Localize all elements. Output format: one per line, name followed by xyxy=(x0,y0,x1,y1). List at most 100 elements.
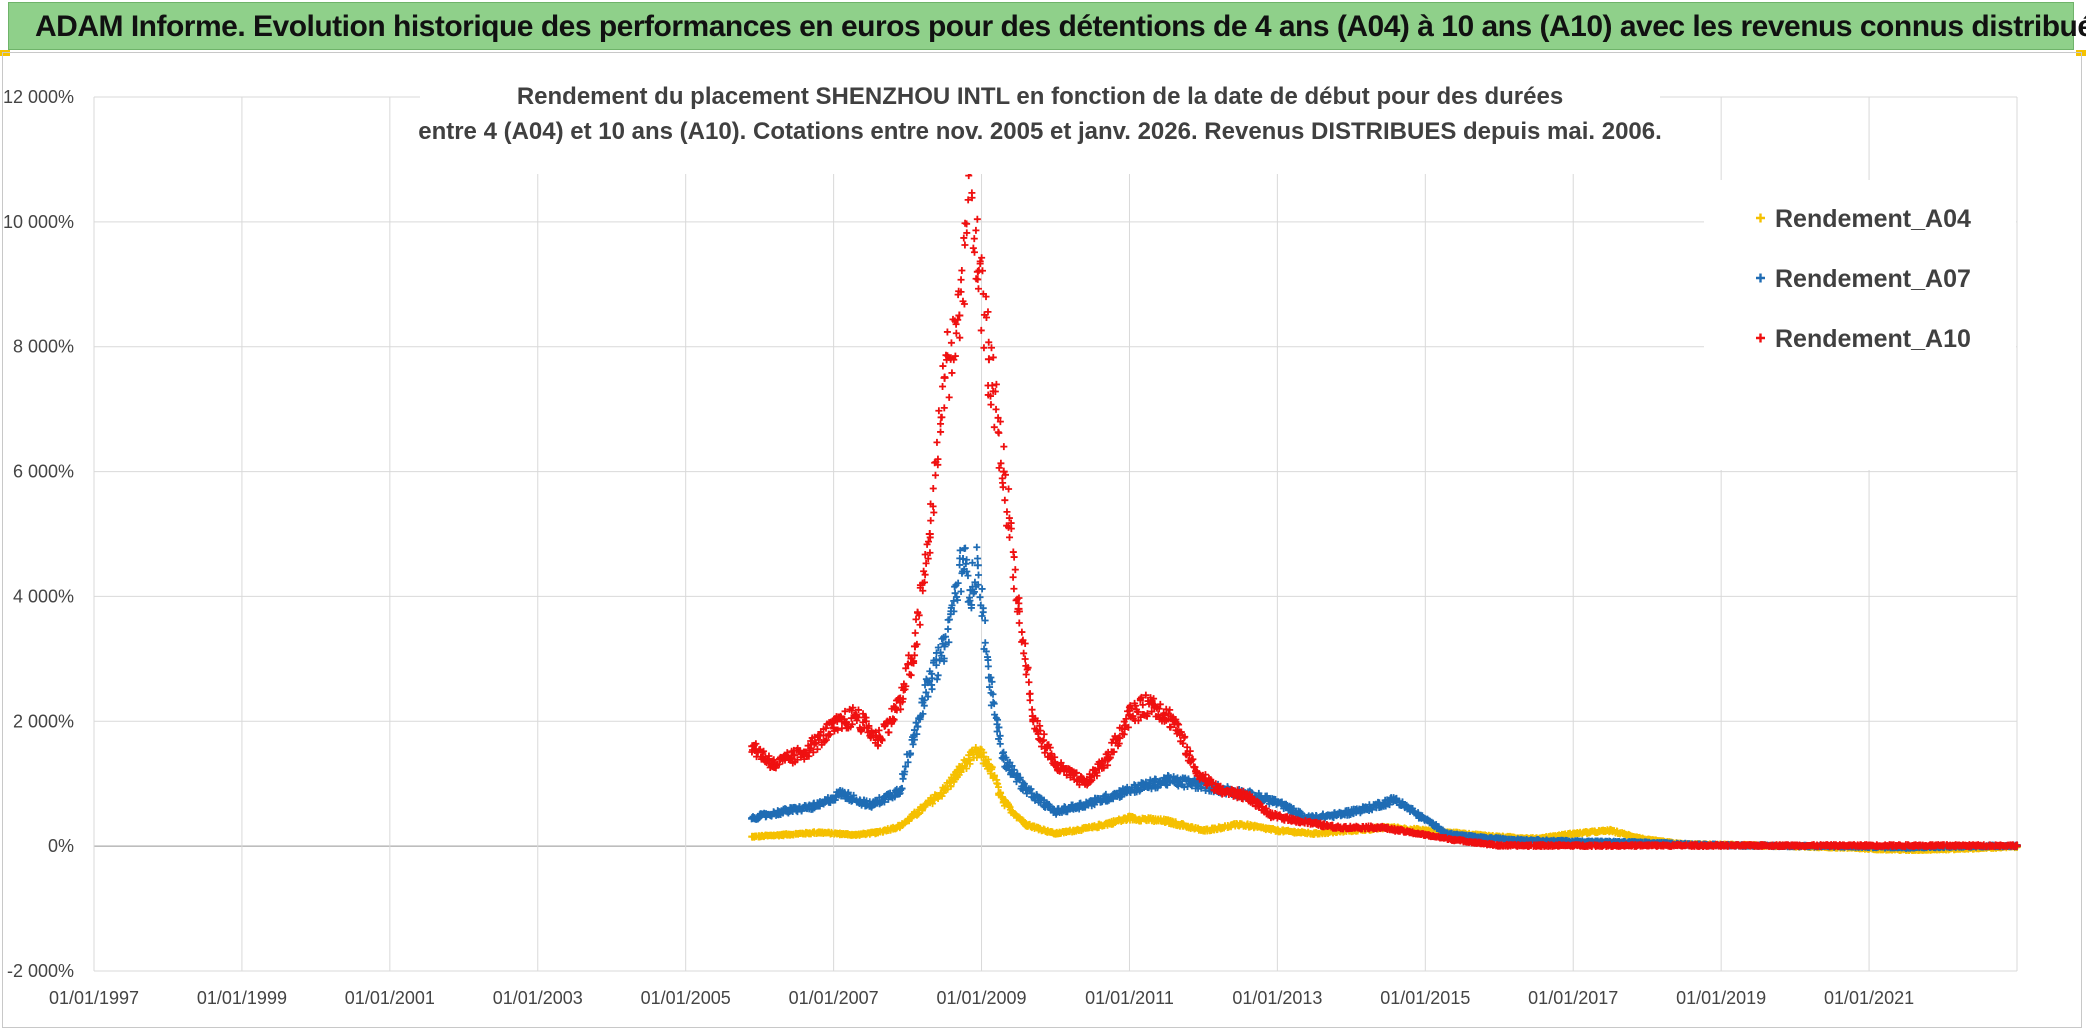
data-point xyxy=(947,339,955,347)
y-tick-label: -2 000% xyxy=(7,961,74,981)
data-point xyxy=(920,567,928,575)
data-point xyxy=(1010,585,1018,593)
data-point xyxy=(966,756,974,764)
data-point xyxy=(1025,678,1033,686)
data-point xyxy=(937,428,945,436)
x-tick-label: 01/01/2021 xyxy=(1824,988,1914,1008)
y-tick-label: 10 000% xyxy=(3,212,74,232)
data-point xyxy=(974,285,982,293)
data-point xyxy=(988,765,996,773)
data-point xyxy=(1018,628,1026,636)
data-point xyxy=(937,420,945,428)
data-point xyxy=(979,604,987,612)
x-tick-label: 01/01/2003 xyxy=(493,988,583,1008)
data-point xyxy=(997,789,1005,797)
data-point xyxy=(957,587,965,595)
data-point xyxy=(984,755,992,763)
data-point xyxy=(1001,496,1009,504)
data-point xyxy=(978,267,986,275)
data-point xyxy=(989,698,997,706)
data-point xyxy=(954,579,962,587)
data-point xyxy=(977,326,985,334)
data-point xyxy=(964,572,972,580)
x-tick-label: 01/01/2005 xyxy=(641,988,731,1008)
data-point xyxy=(885,728,893,736)
data-points xyxy=(748,124,2021,855)
data-point xyxy=(924,693,932,701)
data-point xyxy=(990,771,998,779)
y-tick-label: 0% xyxy=(48,836,74,856)
data-point xyxy=(1002,754,1010,762)
data-point xyxy=(957,768,965,776)
x-tick-label: 01/01/2019 xyxy=(1676,988,1766,1008)
data-point xyxy=(1026,696,1034,704)
data-point xyxy=(974,581,982,589)
data-point xyxy=(931,471,939,479)
y-tick-label: 12 000% xyxy=(3,87,74,107)
data-point xyxy=(914,723,922,731)
chart-area: -2 000%0%2 000%4 000%6 000%8 000%10 000%… xyxy=(3,64,2021,1008)
data-point xyxy=(937,413,945,421)
data-point xyxy=(972,226,980,234)
data-point xyxy=(982,647,990,655)
y-tick-label: 6 000% xyxy=(13,462,74,482)
data-point xyxy=(957,276,965,284)
data-point xyxy=(987,401,995,409)
data-point xyxy=(973,561,982,570)
data-point xyxy=(970,235,978,243)
data-point xyxy=(950,607,958,615)
data-point xyxy=(987,673,995,681)
data-point xyxy=(984,662,992,670)
data-point xyxy=(1000,748,1008,756)
x-tick-label: 01/01/1999 xyxy=(197,988,287,1008)
data-point xyxy=(947,782,955,790)
data-point xyxy=(994,780,1002,788)
data-point xyxy=(844,789,852,797)
data-point xyxy=(956,561,964,569)
data-point xyxy=(976,593,984,601)
data-point xyxy=(968,601,976,609)
x-tick-label: 01/01/2007 xyxy=(789,988,879,1008)
data-point xyxy=(922,688,930,696)
data-point xyxy=(1021,655,1029,663)
data-point xyxy=(896,789,904,797)
data-point xyxy=(990,423,998,431)
data-point xyxy=(966,594,974,602)
data-point xyxy=(918,806,926,814)
data-point xyxy=(1015,619,1023,627)
data-point xyxy=(995,429,1003,437)
data-point xyxy=(975,571,983,579)
data-point xyxy=(911,726,919,734)
y-tick-label: 8 000% xyxy=(13,337,74,357)
data-point xyxy=(1011,566,1019,574)
data-point xyxy=(978,254,986,262)
data-point xyxy=(970,590,978,598)
data-point xyxy=(941,373,949,381)
data-point xyxy=(973,543,981,551)
data-point xyxy=(1000,443,1008,451)
data-point xyxy=(913,730,921,738)
data-point xyxy=(907,814,915,822)
data-point xyxy=(973,267,982,276)
data-point xyxy=(909,740,917,748)
corner-mark-left xyxy=(0,50,10,56)
data-point xyxy=(1010,553,1018,561)
data-point xyxy=(934,671,942,679)
series-rendement_a07 xyxy=(748,543,2021,852)
data-point xyxy=(981,639,989,647)
data-point xyxy=(980,753,988,761)
data-point xyxy=(961,544,969,552)
data-point xyxy=(1022,671,1030,679)
header-title: ADAM Informe. Evolution historique des p… xyxy=(35,10,2086,43)
data-point xyxy=(1026,690,1034,698)
data-point xyxy=(955,311,964,320)
data-point xyxy=(995,723,1003,731)
data-point xyxy=(978,612,986,620)
data-point xyxy=(939,382,947,390)
data-point xyxy=(990,700,998,708)
data-point xyxy=(956,546,964,554)
data-point xyxy=(992,380,1000,388)
data-point xyxy=(928,674,936,682)
data-point xyxy=(993,727,1001,735)
data-point xyxy=(963,556,971,564)
